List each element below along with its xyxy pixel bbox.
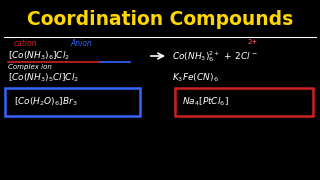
Bar [175, 88, 313, 116]
Text: Complex ion: Complex ion [8, 64, 52, 70]
Bar [5, 88, 140, 116]
Text: cation: cation [14, 39, 37, 48]
Text: $K_3Fe(CN)_6$: $K_3Fe(CN)_6$ [172, 72, 219, 84]
Text: $[Co(H_2O)_6]Br_3$: $[Co(H_2O)_6]Br_3$ [14, 96, 78, 109]
Text: 2+: 2+ [248, 39, 258, 45]
Text: Anion: Anion [70, 39, 92, 48]
Text: $[Co(NH_3)_6]Cl_2$: $[Co(NH_3)_6]Cl_2$ [8, 49, 70, 62]
Text: $[Co(NH_3)_5Cl]Cl_2$: $[Co(NH_3)_5Cl]Cl_2$ [8, 72, 79, 84]
Text: Coordination Compounds: Coordination Compounds [27, 10, 293, 29]
Text: $Na_4[PtCl_6]$: $Na_4[PtCl_6]$ [182, 96, 229, 109]
Text: $Co(NH_3)_6^{2+}$$\,+\, 2Cl^-$: $Co(NH_3)_6^{2+}$$\,+\, 2Cl^-$ [172, 49, 258, 64]
